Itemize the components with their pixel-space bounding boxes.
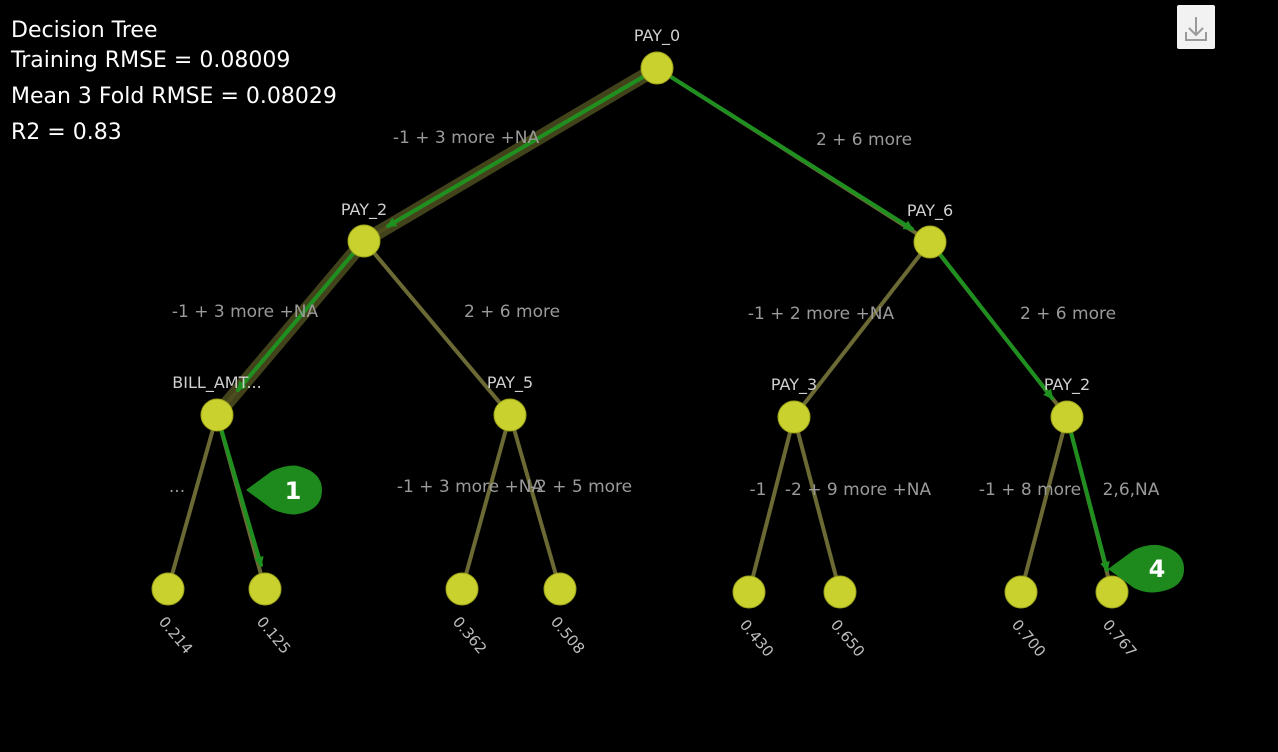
leaf-label-lla: 0.214: [155, 613, 196, 657]
callout-1-number: 1: [285, 477, 302, 505]
mean-fold-rmse: Mean 3 Fold RMSE = 0.08029: [11, 84, 337, 109]
edge-label-l-ll: -1 + 3 more +NA: [172, 302, 319, 322]
node-label-lr: PAY_5: [487, 373, 533, 393]
node-label-ll: BILL_AMT...: [172, 373, 261, 393]
edge-label-root-l: -1 + 3 more +NA: [393, 128, 540, 148]
leaf-rlb[interactable]: [823, 575, 857, 609]
decision-path-underlay: [210, 61, 664, 422]
callout-4-number: 4: [1149, 555, 1166, 583]
edge-label-rr-b: 2,6,NA: [1103, 480, 1160, 500]
node-lr[interactable]: [493, 398, 527, 432]
leaf-lra[interactable]: [445, 572, 479, 606]
leaf-rra[interactable]: [1004, 575, 1038, 609]
leaf-rla[interactable]: [732, 575, 766, 609]
branch-lr-b: [508, 413, 562, 591]
arrow-root-r: [658, 68, 914, 231]
branch-rl-a: [747, 415, 796, 594]
chart-title: Decision Tree: [11, 18, 158, 43]
arrow-root-l: [386, 68, 657, 228]
edge-label-rl-a: -1: [750, 480, 767, 500]
edge-label-rl-b: -2 + 9 more +NA: [785, 480, 932, 500]
edge-label-rr-a: -1 + 8 more: [979, 480, 1081, 500]
node-root[interactable]: [640, 51, 674, 85]
node-rr[interactable]: [1050, 400, 1084, 434]
branch-lr-a: [460, 413, 512, 591]
download-button[interactable]: [1177, 5, 1215, 49]
node-l[interactable]: [347, 224, 381, 258]
callout-4: 4: [1108, 544, 1184, 593]
node-label-l: PAY_2: [341, 200, 387, 220]
leaf-lla[interactable]: [151, 572, 185, 606]
leaf-label-rra: 0.700: [1008, 616, 1049, 660]
node-r[interactable]: [913, 225, 947, 259]
edge-label-r-rr: 2 + 6 more: [1020, 304, 1116, 324]
callout-1-shape: [246, 465, 322, 515]
callout-4-shape: [1108, 544, 1184, 593]
leaf-lrb[interactable]: [543, 572, 577, 606]
decision-path-arrows: [215, 68, 1110, 572]
edge-label-l-lr: 2 + 6 more: [464, 302, 560, 322]
node-label-r: PAY_6: [907, 201, 953, 221]
arrow-l-ll: [236, 241, 364, 392]
leaf-rrb[interactable]: [1095, 575, 1129, 609]
node-rl[interactable]: [777, 400, 811, 434]
leaf-label-lra: 0.362: [449, 613, 490, 657]
leaf-label-rlb: 0.650: [827, 616, 868, 660]
leaf-label-rrb: 0.767: [1099, 616, 1140, 660]
arrow-rr-rrb: [1065, 415, 1110, 572]
edge-label-root-r: 2 + 6 more: [816, 130, 912, 150]
leaf-llb[interactable]: [248, 572, 282, 606]
leaf-label-rla: 0.430: [736, 616, 777, 660]
edge-label-r-rl: -1 + 2 more +NA: [748, 304, 895, 324]
edge-label-lr-a: -1 + 3 more +NA: [397, 477, 544, 497]
download-icon: [1185, 17, 1207, 41]
edge-label-ll-a: ...: [169, 477, 185, 497]
node-label-rr: PAY_2: [1044, 375, 1090, 395]
callout-1: 1: [246, 465, 322, 515]
nodes: [151, 51, 1129, 609]
arrow-r-rr: [930, 242, 1054, 400]
node-label-root: PAY_0: [634, 26, 680, 46]
branch-r-rl: [792, 240, 932, 419]
branches: [166, 66, 1114, 594]
branch-ll-a: [166, 413, 219, 591]
leaf-label-lrb: 0.508: [547, 613, 588, 657]
branch-rl-b: [792, 415, 842, 594]
edge-label-lr-b: -2 + 5 more: [530, 477, 632, 497]
branch-l-lr: [362, 239, 512, 417]
training-rmse: Training RMSE = 0.08009: [11, 48, 291, 73]
leaf-label-llb: 0.125: [253, 613, 294, 657]
node-label-rl: PAY_3: [771, 375, 817, 395]
arrow-ll-llb: [215, 413, 264, 567]
r2-value: R2 = 0.83: [11, 120, 122, 145]
node-ll[interactable]: [200, 398, 234, 432]
branch-rr-a: [1019, 415, 1069, 594]
